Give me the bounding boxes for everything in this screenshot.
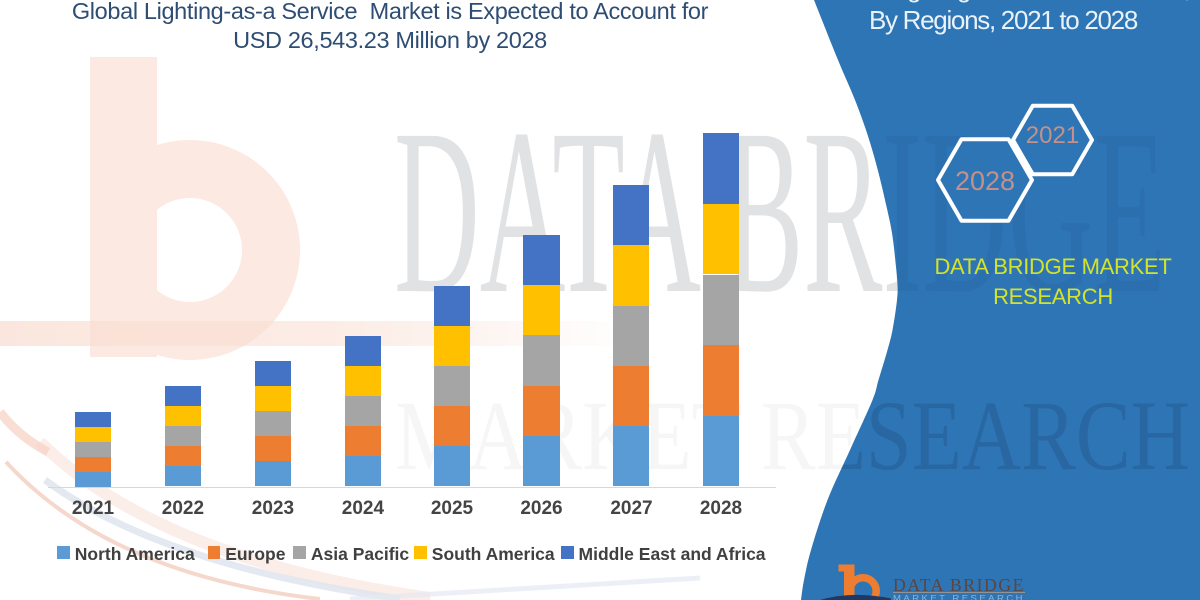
svg-text:MARKET RESEARCH: MARKET RESEARCH [893, 593, 1025, 600]
svg-text:DATA BRIDGE: DATA BRIDGE [893, 575, 1025, 595]
